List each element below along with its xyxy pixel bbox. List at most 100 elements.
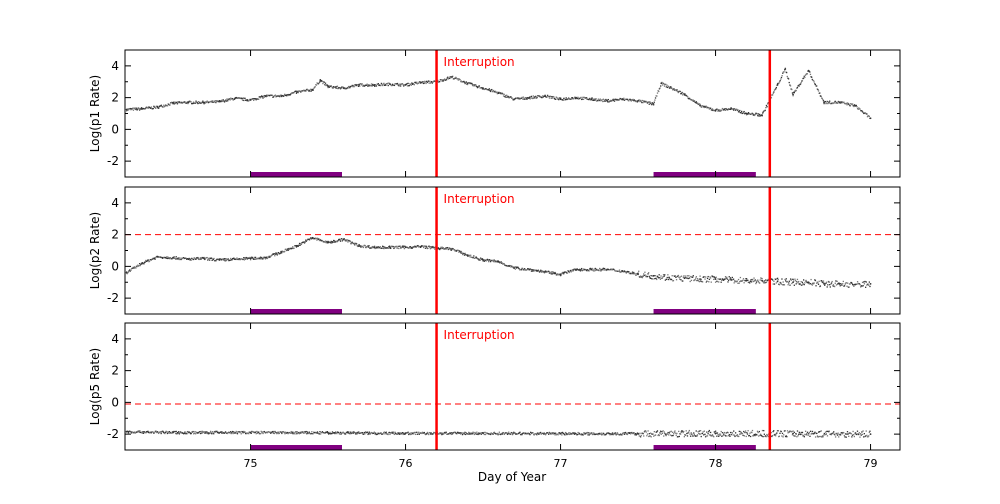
- data-point: [404, 432, 407, 435]
- data-point-dot: [504, 432, 506, 435]
- data-point-dot: [811, 432, 813, 435]
- data-point-dot: [339, 87, 341, 89]
- data-point-dot: [656, 92, 659, 94]
- data-point-dot: [739, 276, 742, 279]
- data-point-dot: [715, 276, 717, 278]
- data-point-dot: [643, 100, 645, 102]
- data-point-dot: [133, 432, 135, 434]
- data-point-dot: [742, 278, 745, 280]
- data-point-dot: [293, 431, 295, 433]
- data-point-dot: [721, 435, 723, 438]
- data-point-dot: [656, 430, 659, 432]
- data-point-dot: [726, 435, 728, 437]
- data-point-dot: [401, 83, 404, 85]
- data-point-dot: [168, 103, 170, 105]
- data-point-dot: [197, 256, 199, 259]
- data-point-dot: [403, 247, 406, 250]
- data-point-dot: [306, 239, 308, 241]
- data-point-dot: [716, 108, 719, 110]
- data-point-dot: [332, 87, 334, 89]
- data-point-dot: [169, 257, 172, 259]
- y-tick-label: 4: [111, 196, 119, 210]
- data-point-dot: [235, 430, 237, 433]
- data-point-dot: [799, 433, 802, 436]
- data-point-dot: [319, 81, 321, 83]
- data-point-dot: [672, 279, 675, 282]
- data-point-dot: [346, 431, 349, 433]
- data-point-dot: [421, 431, 424, 433]
- data-point-dot: [252, 98, 254, 100]
- data-point-dot: [560, 432, 562, 434]
- data-point-dot: [679, 90, 681, 93]
- data-point-dot: [514, 432, 516, 434]
- data-point-dot: [323, 240, 326, 243]
- data-point-dot: [843, 101, 845, 103]
- data-point-dot: [140, 108, 142, 110]
- data-point-dot: [190, 432, 192, 435]
- data-point-dot: [826, 286, 828, 288]
- data-point-dot: [261, 431, 264, 433]
- data-point-dot: [787, 432, 789, 434]
- data-point-dot: [329, 431, 331, 434]
- data-point-dot: [491, 90, 494, 93]
- data-point-dot: [646, 101, 648, 103]
- data-point-dot: [583, 432, 585, 434]
- data-point-dot: [454, 77, 456, 79]
- data-point-dot: [234, 432, 237, 434]
- data-point-dot: [624, 431, 627, 434]
- data-point-dot: [646, 102, 649, 104]
- data-point-dot: [524, 96, 526, 99]
- data-point-dot: [812, 80, 815, 82]
- data-point-dot: [687, 96, 689, 98]
- data-point-dot: [305, 240, 308, 242]
- data-point-dot: [377, 83, 379, 85]
- data-point-dot: [598, 269, 600, 272]
- data-point-dot: [639, 100, 641, 103]
- data-point-dot: [230, 97, 232, 99]
- data-point-dot: [716, 432, 719, 434]
- data-point-dot: [670, 430, 672, 432]
- data-point-dot: [506, 94, 508, 96]
- data-point-dot: [184, 101, 186, 103]
- data-point: [776, 280, 779, 283]
- data-point-dot: [442, 247, 445, 249]
- data-point-dot: [629, 98, 631, 100]
- data-point-dot: [666, 86, 669, 89]
- data-point-dot: [833, 431, 835, 433]
- data-point-dot: [611, 432, 614, 434]
- data-point-dot: [263, 430, 265, 433]
- data-point-dot: [845, 436, 847, 438]
- data-point-dot: [439, 248, 441, 251]
- data-point-dot: [581, 98, 583, 100]
- data-point-dot: [662, 274, 665, 276]
- data-point-dot: [222, 99, 224, 101]
- data-point-dot: [614, 432, 617, 434]
- y-tick-label: 2: [111, 91, 119, 105]
- data-point-dot: [512, 433, 514, 435]
- data-point-dot: [720, 430, 722, 433]
- data-point-dot: [680, 92, 683, 95]
- data-point-dot: [548, 95, 550, 98]
- data-point-dot: [426, 246, 428, 248]
- data-point-dot: [211, 259, 213, 261]
- data-point-dot: [141, 432, 143, 434]
- data-point-dot: [814, 431, 816, 433]
- data-point-dot: [176, 257, 179, 260]
- data-point-dot: [459, 432, 461, 434]
- data-point-dot: [309, 237, 311, 240]
- data-point-dot: [548, 97, 551, 99]
- data-point-dot: [816, 281, 818, 283]
- data-point-dot: [298, 244, 300, 246]
- data-point-dot: [215, 260, 217, 262]
- data-point-dot: [140, 263, 142, 266]
- data-point-dot: [643, 273, 645, 275]
- data-point-dot: [732, 434, 734, 436]
- data-point-dot: [699, 103, 701, 106]
- data-point-dot: [844, 433, 847, 435]
- data-point-dot: [302, 431, 304, 433]
- data-point-dot: [602, 268, 604, 270]
- data-point-dot: [744, 280, 747, 282]
- data-point-dot: [569, 432, 571, 434]
- data-point-dot: [636, 433, 638, 435]
- data-point-dot: [236, 432, 238, 434]
